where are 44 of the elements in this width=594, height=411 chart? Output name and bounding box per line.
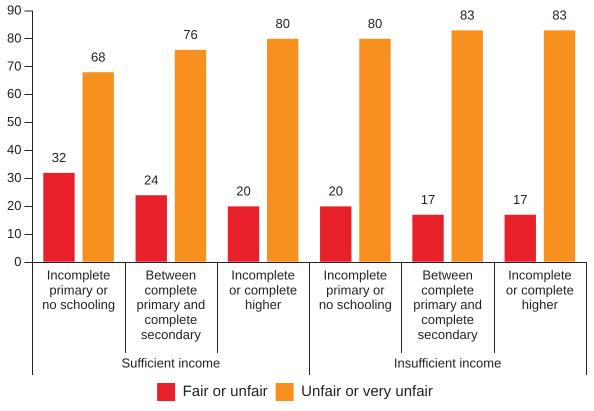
x-tick-label: Incomplete primary or no schooling	[318, 267, 392, 312]
x-tick-label: Incomplete primary or no schooling	[42, 267, 116, 312]
data-label: 83	[460, 7, 474, 22]
bar	[174, 50, 206, 262]
data-label: 68	[90, 49, 106, 64]
bar	[43, 172, 75, 262]
bar	[504, 214, 536, 262]
data-label: 80	[275, 16, 290, 31]
data-label: 76	[183, 26, 198, 42]
bar	[320, 206, 352, 262]
bar	[412, 214, 444, 262]
text: Insufficient income	[394, 356, 502, 371]
y-tick-label: 20	[6, 198, 22, 213]
x-tick-label: Incomplete or complete higher	[229, 267, 298, 312]
data-label: 17	[513, 192, 528, 207]
x-tick-label: Between complete primary and complete secondary	[413, 267, 482, 342]
y-tick-label: 40	[6, 142, 22, 158]
data-label: 32	[52, 150, 66, 165]
data-label: 83	[552, 7, 567, 22]
y-tick-label: 50	[6, 114, 22, 130]
y-tick-label: 0	[14, 254, 22, 269]
data-label: 20	[328, 183, 343, 198]
bar	[267, 38, 298, 262]
y-tick-label: 30	[6, 170, 22, 186]
x-tick-label: Incomplete or complete higher	[506, 267, 574, 312]
bar	[136, 195, 167, 262]
y-tick-label: 90	[6, 2, 22, 18]
y-tick-label: 80	[6, 30, 22, 46]
y-tick-label: 10	[6, 226, 22, 241]
legend-label: Unfair or very unfair	[301, 383, 433, 400]
y-tick-label: 70	[6, 58, 22, 74]
legend-label: Fair or unfair	[182, 383, 268, 400]
bar	[544, 30, 576, 262]
bar	[452, 30, 483, 262]
data-label: 17	[420, 192, 436, 207]
bar	[228, 206, 260, 262]
x-tick-label: Between complete primary and complete secondary	[136, 267, 206, 342]
data-label: 80	[368, 16, 382, 31]
bar	[82, 72, 114, 262]
bar	[359, 38, 391, 262]
text: Sufficient income	[121, 356, 220, 371]
data-label: 20	[236, 183, 251, 198]
data-label: 24	[144, 172, 158, 188]
y-tick-label: 60	[6, 86, 22, 102]
